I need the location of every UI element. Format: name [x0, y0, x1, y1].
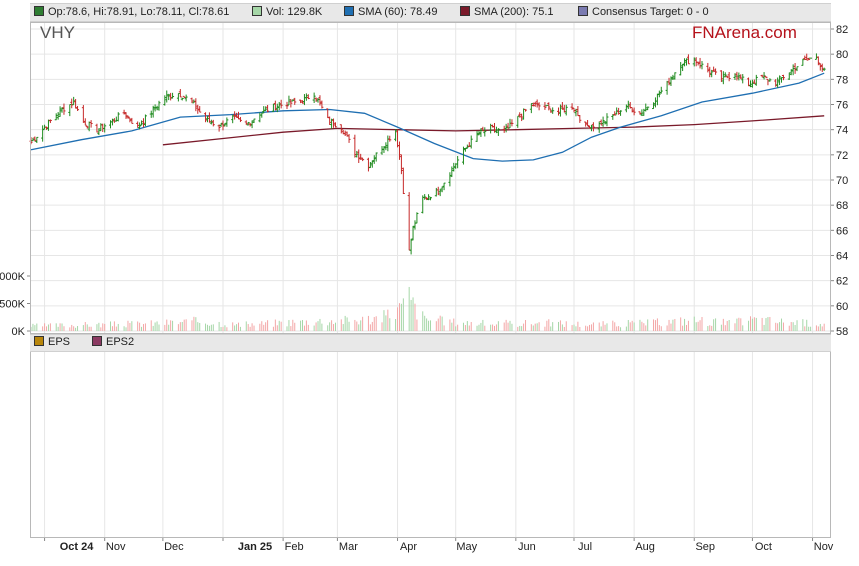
x-tick-label: Oct	[755, 541, 772, 553]
sma60-line	[30, 72, 825, 162]
y-tick-label: 72	[836, 150, 848, 162]
price-panel-frame	[30, 22, 831, 334]
y-tick-label: 80	[836, 49, 848, 61]
x-tick-label: Oct 24	[60, 541, 95, 553]
x-tick-label: Nov	[106, 541, 126, 553]
legend-ohlc-swatch	[34, 6, 44, 16]
x-tick-label: Jan 25	[238, 541, 272, 553]
y-tick-label: 64	[836, 251, 848, 263]
ticker-label: VHY	[40, 23, 75, 42]
brand-logo: FNArena.com	[692, 23, 797, 42]
legend-volume-swatch	[252, 6, 262, 16]
y-tick-label: 66	[836, 225, 848, 237]
y-tick-label: 78	[836, 74, 848, 86]
legend-eps-text: EPS	[48, 336, 71, 348]
x-tick-label: Sep	[695, 541, 715, 553]
volume-tick-label: 1000K	[0, 271, 26, 283]
legend-sma60-text: SMA (60): 78.49	[358, 6, 438, 18]
x-tick-label: Apr	[400, 541, 417, 553]
y-tick-label: 74	[836, 125, 848, 137]
x-tick-label: Mar	[339, 541, 358, 553]
y-tick-label: 62	[836, 276, 848, 288]
x-tick-label: Jun	[518, 541, 536, 553]
x-tick-label: Dec	[164, 541, 184, 553]
y-tick-label: 58	[836, 326, 848, 338]
x-tick-label: Feb	[285, 541, 304, 553]
volume-tick-label: 500K	[0, 299, 26, 311]
eps-legend: EPS EPS2	[30, 334, 831, 352]
legend-ohlc-text: Op:78.6, Hi:78.91, Lo:78.11, Cl:78.61	[48, 6, 230, 18]
legend-eps-swatch	[34, 336, 44, 346]
legend-volume-text: Vol: 129.8K	[266, 6, 323, 18]
legend-consensus-text: Consensus Target: 0 - 0	[592, 6, 709, 18]
x-tick-label: Aug	[635, 541, 655, 553]
y-tick-label: 68	[836, 200, 848, 212]
y-tick-label: 70	[836, 175, 848, 187]
y-tick-label: 60	[836, 301, 848, 313]
legend-eps2: EPS2	[92, 336, 134, 348]
legend-eps: EPS	[34, 336, 70, 348]
legend-sma200: SMA (200): 75.1	[460, 6, 554, 18]
y-tick-label: 82	[836, 24, 848, 36]
legend-sma200-swatch	[460, 6, 470, 16]
legend-eps2-text: EPS2	[106, 336, 135, 348]
price-legend: Op:78.6, Hi:78.91, Lo:78.11, Cl:78.61 Vo…	[30, 3, 831, 22]
x-tick-label: May	[456, 541, 477, 553]
x-tick-label: Jul	[578, 541, 592, 553]
eps-panel-frame	[30, 350, 831, 538]
y-tick-label: 76	[836, 100, 848, 112]
legend-consensus: Consensus Target: 0 - 0	[578, 6, 709, 18]
legend-volume: Vol: 129.8K	[252, 6, 322, 18]
legend-sma60: SMA (60): 78.49	[344, 6, 438, 18]
legend-sma60-swatch	[344, 6, 354, 16]
chart-grid	[31, 23, 834, 541]
legend-consensus-swatch	[578, 6, 588, 16]
volume-tick-label: 0K	[12, 326, 26, 338]
legend-ohlc: Op:78.6, Hi:78.91, Lo:78.11, Cl:78.61	[34, 6, 229, 18]
legend-sma200-text: SMA (200): 75.1	[474, 6, 554, 18]
sma200-line	[162, 115, 825, 146]
x-tick-label: Nov	[814, 541, 834, 553]
legend-eps2-swatch	[92, 336, 102, 346]
